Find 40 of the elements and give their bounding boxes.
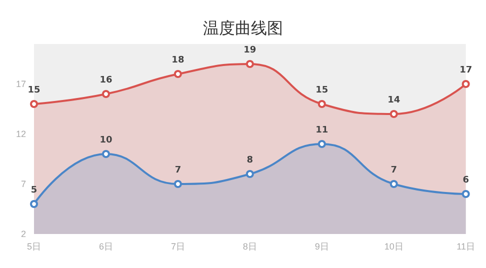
data-label: 15 [28, 86, 40, 96]
data-label: 14 [388, 96, 400, 106]
chart-title: 温度曲线图 [203, 20, 283, 38]
y-tick-label: 7 [20, 179, 26, 189]
point [30, 100, 38, 108]
data-label: 7 [390, 166, 397, 176]
point [318, 140, 326, 148]
x-tick-label: 7日 [170, 242, 185, 252]
point [174, 180, 182, 188]
data-label: 18 [172, 56, 184, 66]
data-label: 7 [174, 166, 182, 176]
x-tick-label: 6日 [98, 242, 113, 252]
point [102, 90, 110, 98]
data-label: 5 [30, 186, 38, 196]
point [462, 190, 470, 198]
point [246, 170, 254, 178]
x-tick-label: 11日 [456, 242, 475, 252]
point [318, 100, 326, 108]
x-tick-label: 8日 [242, 242, 257, 252]
point [102, 150, 110, 158]
y-tick-label: 2 [20, 229, 26, 239]
point [462, 80, 470, 88]
data-label: 6 [462, 176, 469, 186]
point [390, 110, 398, 118]
data-label: 15 [316, 86, 328, 96]
point [390, 180, 398, 188]
data-label: 8 [246, 156, 254, 166]
x-tick-label: 9日 [314, 242, 329, 252]
y-tick-label: 17 [16, 79, 26, 89]
x-tick-label: 5日 [26, 242, 42, 252]
point [174, 70, 182, 78]
point [30, 200, 38, 208]
data-label: 17 [460, 66, 472, 76]
data-label: 19 [244, 46, 256, 56]
data-label: 16 [100, 76, 112, 86]
y-tick-label: 12 [16, 129, 26, 139]
point [246, 60, 254, 68]
x-tick-label: 10日 [384, 242, 404, 252]
data-label: 11 [316, 126, 328, 136]
data-label: 10 [100, 136, 112, 146]
